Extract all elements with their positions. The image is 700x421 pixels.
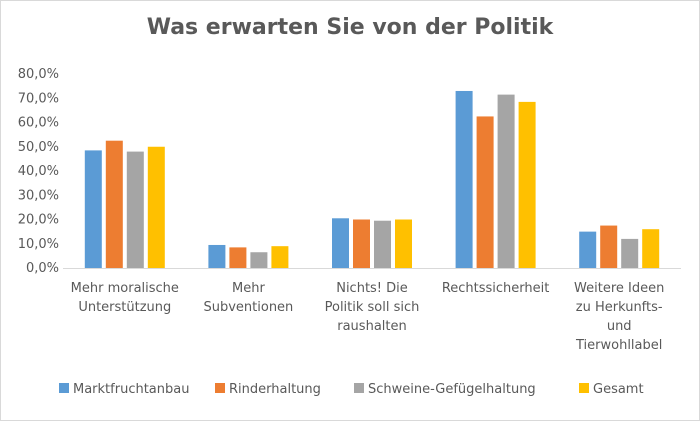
legend-label: Gesamt xyxy=(593,382,644,397)
bar-rinderhaltung xyxy=(353,219,370,268)
y-tick-label: 20,0% xyxy=(18,213,59,228)
x-tick-label: Unterstützung xyxy=(78,300,171,315)
x-tick-label: Mehr xyxy=(232,281,265,296)
x-tick-label: Politik soll sich xyxy=(325,300,420,315)
y-tick-label: 40,0% xyxy=(18,164,59,179)
bar-marktfruchtanbau xyxy=(332,218,349,268)
legend-label: Schweine-Gefügelhaltung xyxy=(368,382,536,397)
x-tick-label: Mehr moralische xyxy=(71,281,179,296)
x-tick-label: zu Herkunfts- xyxy=(576,300,663,315)
bar-schweine-gef-gelhaltung xyxy=(250,252,268,268)
chart-title: Was erwarten Sie von der Politik xyxy=(146,15,554,40)
x-tick-label: raushalten xyxy=(337,319,406,334)
bar-gesamt xyxy=(518,101,536,268)
x-tick-label: Subventionen xyxy=(203,300,293,315)
y-tick-label: 30,0% xyxy=(18,188,59,203)
y-tick-label: 50,0% xyxy=(18,140,59,155)
legend-swatch xyxy=(59,383,69,393)
bar-marktfruchtanbau xyxy=(84,150,102,268)
bar-schweine-gef-gelhaltung xyxy=(126,151,144,268)
legend-label: Marktfruchtanbau xyxy=(73,382,189,397)
x-tick-label: und xyxy=(607,319,632,334)
x-tick-label: Rechtssicherheit xyxy=(442,281,550,296)
bar-marktfruchtanbau xyxy=(579,231,597,268)
y-tick-label: 0,0% xyxy=(26,261,59,276)
legend-swatch xyxy=(579,383,589,393)
bar-schweine-gef-gelhaltung xyxy=(497,94,515,268)
x-tick-label: Weitere Ideen xyxy=(574,281,664,296)
bar-rinderhaltung xyxy=(105,140,123,268)
bar-rinderhaltung xyxy=(229,247,247,268)
bar-rinderhaltung xyxy=(600,225,618,268)
x-tick-label: Nichts! Die xyxy=(336,281,408,296)
bar-marktfruchtanbau xyxy=(455,90,473,268)
x-tick-label: Tierwohllabel xyxy=(575,338,662,353)
legend-swatch xyxy=(215,383,225,393)
y-tick-label: 10,0% xyxy=(18,237,59,252)
y-tick-label: 80,0% xyxy=(18,67,59,82)
y-tick-label: 70,0% xyxy=(18,91,59,106)
bar-gesamt xyxy=(271,246,289,268)
y-tick-label: 60,0% xyxy=(18,116,59,131)
bar-gesamt xyxy=(395,219,412,268)
legend-label: Rinderhaltung xyxy=(229,382,321,397)
bar-rinderhaltung xyxy=(476,116,494,268)
bar-schweine-gef-gelhaltung xyxy=(621,238,639,268)
bar-schweine-gef-gelhaltung xyxy=(374,220,391,268)
bar-gesamt xyxy=(642,229,660,268)
bar-marktfruchtanbau xyxy=(208,244,226,268)
legend-swatch xyxy=(354,383,364,393)
bar-gesamt xyxy=(147,146,165,268)
